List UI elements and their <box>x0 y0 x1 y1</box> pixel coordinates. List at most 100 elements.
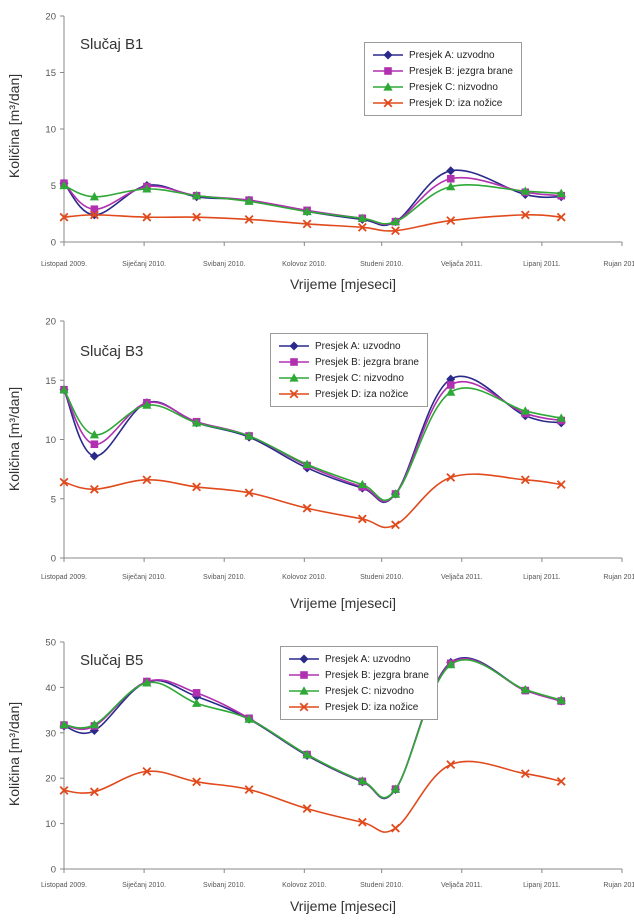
chart-b3: 0 5 10 15 20 Listopad 2009. Siječanj 2010. Svib… <box>0 305 634 615</box>
data-point <box>192 777 202 787</box>
data-point <box>357 213 367 222</box>
data-point <box>520 186 530 195</box>
x-axis-label: Vrijeme [mjeseci] <box>289 276 397 292</box>
x-tick-label: Veljača 2011. <box>441 574 483 581</box>
data-point <box>556 413 566 422</box>
series-line <box>63 387 562 502</box>
data-point <box>59 719 69 729</box>
y-tick-label: 0 <box>51 238 56 249</box>
legend-swatch <box>279 341 309 351</box>
x-axis-label: Vrijeme [mjeseci] <box>289 898 397 914</box>
x-tick-label: Rujan 2011. <box>603 882 634 889</box>
y-tick-label: 0 <box>51 554 56 565</box>
legend-marker <box>299 702 309 712</box>
legend-label: Presjek D: iza nožice <box>325 701 419 713</box>
y-tick-label: 10 <box>45 435 56 446</box>
data-point <box>244 488 254 498</box>
data-point <box>89 787 99 797</box>
legend: Presjek A: uzvodno Presjek B: jezgra bran… <box>280 646 438 720</box>
data-point <box>142 212 152 222</box>
legend-label: Presjek C: nizvodno <box>325 685 414 697</box>
legend-swatch <box>373 82 403 91</box>
x-tick-label: Siječanj 2010. <box>122 574 166 581</box>
x-tick-label: Siječanj 2010. <box>122 882 166 889</box>
series-2 <box>60 174 566 226</box>
chart-b1-plot: 0 5 10 15 20 Listopad 2009. Siječanj 2010. Svib… <box>41 12 634 269</box>
y-tick-label: 0 <box>51 865 56 876</box>
data-point <box>520 769 530 779</box>
legend-swatch <box>279 373 309 382</box>
legend-swatch <box>289 654 319 664</box>
y-tick-label: 30 <box>45 728 56 739</box>
legend-marker <box>299 654 309 664</box>
chart-b5-plot: 0 10 20 30 40 50 Listopad 2009. Siječanj 2010. S… <box>41 638 634 890</box>
data-point <box>244 714 254 723</box>
data-point <box>89 429 99 439</box>
y-axis-label: Količina [m³/dan] <box>6 386 22 492</box>
data-point <box>89 210 99 220</box>
data-point <box>556 480 566 489</box>
legend-swatch <box>289 671 319 679</box>
legend-swatch <box>373 50 403 60</box>
data-point <box>244 196 254 205</box>
chart-title: Slučaj B3 <box>80 343 144 360</box>
series-line <box>63 659 562 799</box>
y-tick-label: 10 <box>45 819 56 830</box>
legend-label: Presjek C: nizvodno <box>409 81 498 93</box>
data-point <box>390 489 401 498</box>
chart-title: Slučaj B5 <box>80 652 144 669</box>
data-point <box>89 484 99 494</box>
y-tick-label: 20 <box>45 774 56 785</box>
data-point <box>446 760 456 770</box>
x-tick-label: Listopad 2009. <box>41 574 87 581</box>
x-tick-label: Veljača 2011. <box>441 882 483 889</box>
legend-item: Presjek D: iza nožice <box>277 386 419 402</box>
data-point <box>446 472 456 482</box>
legend-swatch <box>373 67 403 75</box>
x-tick-label: Siječanj 2010. <box>122 261 166 268</box>
data-point <box>89 192 99 201</box>
x-tick-label: Listopad 2009. <box>41 882 87 889</box>
legend-label: Presjek C: nizvodno <box>315 372 404 384</box>
legend-marker <box>383 50 393 60</box>
data-point <box>192 482 202 492</box>
axes: 0 5 10 15 20 Listopad 2009. Siječanj 2010. Svib… <box>41 12 634 269</box>
data-point <box>244 214 254 224</box>
legend-marker <box>383 82 393 91</box>
x-tick-label: Lipanj 2011. <box>523 574 561 581</box>
data-point <box>59 212 69 222</box>
x-tick-label: Lipanj 2011. <box>523 882 561 889</box>
series-line <box>63 473 562 529</box>
data-point <box>89 719 99 729</box>
chart-title: Slučaj B1 <box>80 36 144 53</box>
legend-swatch <box>279 389 309 399</box>
data-point <box>191 418 202 427</box>
y-axis-label: Količina [m³/dan] <box>6 73 22 179</box>
legend-item: Presjek D: iza nožice <box>371 95 513 111</box>
series-3 <box>59 659 566 799</box>
x-tick-label: Rujan 2011. <box>603 574 634 581</box>
y-tick-label: 5 <box>51 494 56 505</box>
data-point <box>142 400 152 409</box>
data-point <box>446 166 456 176</box>
data-point <box>302 804 312 814</box>
data-point <box>142 678 152 687</box>
legend-marker <box>299 686 309 695</box>
legend-marker <box>289 373 299 382</box>
legend-swatch <box>289 702 319 712</box>
legend-label: Presjek B: jezgra brane <box>325 669 429 681</box>
legend-marker <box>289 341 299 351</box>
x-tick-label: Rujan 2011. <box>603 261 634 268</box>
legend-item: Presjek A: uzvodno <box>277 338 419 354</box>
legend-label: Presjek A: uzvodno <box>315 340 401 352</box>
legend-label: Presjek B: jezgra brane <box>409 65 513 77</box>
legend-label: Presjek A: uzvodno <box>325 653 411 665</box>
data-point <box>446 659 456 669</box>
x-tick-label: Studeni 2010. <box>360 882 403 889</box>
data-point <box>391 226 400 236</box>
data-point <box>302 749 312 759</box>
data-point <box>357 817 367 827</box>
legend-marker <box>384 67 392 75</box>
x-tick-label: Svibanj 2010. <box>203 574 245 581</box>
data-point <box>556 776 566 786</box>
